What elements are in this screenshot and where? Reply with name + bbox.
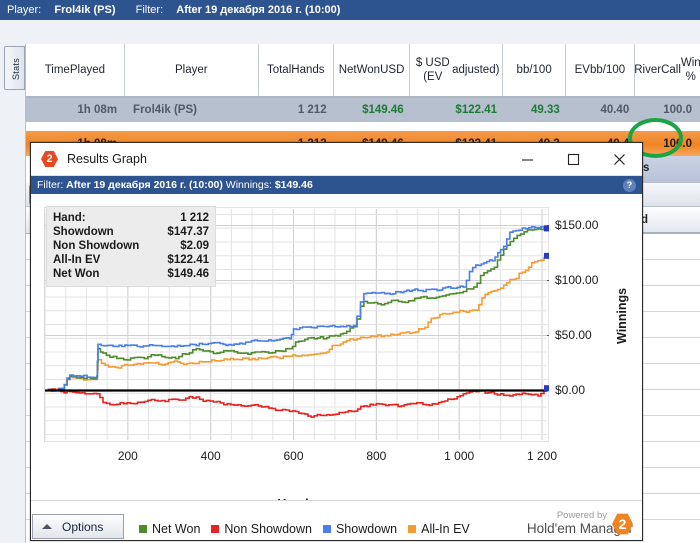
grid-peek-header-text: d <box>637 208 700 233</box>
legend-label: Net Won <box>152 522 201 536</box>
dialog-winnings-label: Winnings: <box>225 179 272 191</box>
stat-key: Showdown <box>53 226 114 238</box>
column-header[interactable]: EV bb/100 <box>566 44 635 96</box>
legend-swatch <box>322 525 331 533</box>
y-axis-tick-label: $50.00 <box>555 327 592 342</box>
brand-block: Powered by Hold'em Manager 2 <box>527 510 633 537</box>
minimize-icon[interactable] <box>504 143 550 176</box>
stat-row: Hand: 1 212 <box>53 211 209 225</box>
stat-value: $149.46 <box>167 268 209 280</box>
chart-legend: Net Won Non Showdown Showdown All-In EV <box>139 522 470 536</box>
y-axis-tick-label: $100.00 <box>555 272 599 287</box>
legend-swatch <box>408 525 417 533</box>
maximize-icon[interactable] <box>550 143 596 176</box>
dialog-filter-value: After 19 декабря 2016 г. (10:00) <box>66 179 223 191</box>
triangle-up-icon <box>42 524 52 529</box>
x-axis-tick-label: 600 <box>283 449 304 463</box>
player-value: Frol4ik (PS) <box>54 4 116 16</box>
cell-total-hands: 1 212 <box>297 104 327 116</box>
grid-row-spacer <box>26 122 700 131</box>
column-header[interactable]: River Call Win % <box>634 57 700 83</box>
x-axis-tick-label: 200 <box>117 449 138 463</box>
legend-item[interactable]: Showdown <box>322 522 398 536</box>
stat-value: $147.37 <box>167 226 209 238</box>
dialog-title-bar[interactable]: 2 Results Graph <box>31 143 642 176</box>
dialog-winnings-value: $149.46 <box>274 179 313 191</box>
app-logo-icon: 2 <box>41 151 58 167</box>
x-axis-tick-label: 1 200 <box>527 449 558 463</box>
chart-stats-box: Hand: 1 212 Showdown $147.37 Non Showdown $2.… <box>46 206 216 287</box>
player-label: Player: <box>7 4 42 16</box>
legend-item[interactable]: Non Showdown <box>211 522 312 536</box>
cell-ev-bb100: 40.40 <box>600 104 630 116</box>
help-icon[interactable]: ? <box>623 179 636 192</box>
column-header[interactable]: bb/100 <box>503 44 566 96</box>
grid-peek-selected-text: s <box>636 154 700 183</box>
stat-row: Non Showdown $2.09 <box>53 239 209 253</box>
annotation-circle <box>628 118 683 158</box>
stat-key: Net Won <box>53 268 100 280</box>
y-axis-label: Winnings <box>615 287 629 344</box>
grid-right-peek: d <box>637 208 700 233</box>
dialog-footer: Options Net Won Non Showdown Showdown All-I… <box>31 500 642 540</box>
options-button[interactable]: Options <box>32 514 124 539</box>
brand-logo-icon: 2 <box>612 513 633 535</box>
x-axis-tick-label: 1 000 <box>444 449 475 463</box>
cell-bb100: 49.33 <box>530 104 560 116</box>
dialog-title: Results Graph <box>67 152 147 166</box>
legend-label: Showdown <box>335 522 398 536</box>
stats-tab-label: Stats <box>11 58 21 81</box>
close-icon[interactable] <box>596 143 642 176</box>
stat-row: All-In EV $122.41 <box>53 253 209 267</box>
legend-item[interactable]: Net Won <box>139 522 200 536</box>
summary-grid-header: Time Played Player Total Hands Net Won USD $ USD… <box>26 44 700 98</box>
stat-row: Net Won $149.46 <box>53 267 209 281</box>
summary-grid: Time Played Player Total Hands Net Won USD $ USD… <box>25 44 700 156</box>
status-strip: Player: Frol4ik (PS) Filter: After 19 де… <box>0 0 700 20</box>
column-header[interactable]: Total Hands <box>259 44 334 96</box>
y-axis-tick-label: $150.00 <box>555 217 599 232</box>
y-axis-tick-label: $0.00 <box>555 382 586 397</box>
column-header[interactable]: Time Played <box>26 44 125 96</box>
stat-value: 1 212 <box>180 212 209 224</box>
legend-label: Non Showdown <box>224 522 312 536</box>
table-row[interactable]: 1h 08m Frol4ik (PS) 1 212 $149.46 $122.4… <box>26 98 700 122</box>
stat-value: $2.09 <box>180 240 209 252</box>
brand-powered-label: Powered by <box>556 510 607 521</box>
column-header[interactable]: $ USD (EV adjusted) <box>410 44 504 96</box>
stat-key: Non Showdown <box>53 240 140 252</box>
dialog-filter-bar: Filter: After 19 декабря 2016 г. (10:00)… <box>31 176 642 194</box>
stat-key: All-In EV <box>53 254 101 266</box>
results-graph-dialog: 2 Results Graph Filter: After 19 декабря… <box>30 142 643 541</box>
window-controls <box>504 143 642 176</box>
cell-usd-ev-adj: $122.41 <box>455 104 497 116</box>
sidebar-item-stats[interactable]: Stats <box>4 46 25 90</box>
dialog-body: $0.00 $50.00 $100.00 $150.00 200 400 600 800 1 … <box>31 194 642 540</box>
filter-value: After 19 декабря 2016 г. (10:00) <box>176 4 341 16</box>
legend-swatch <box>139 525 147 533</box>
x-axis-tick-label: 400 <box>200 449 221 463</box>
column-header[interactable]: Net Won USD <box>334 44 411 96</box>
brand-name: Hold'em Manager <box>526 521 633 536</box>
filter-label: Filter: <box>135 4 164 16</box>
cell-river-call-win: 100.0 <box>663 104 692 116</box>
dialog-filter-label: Filter: <box>37 179 64 191</box>
cell-net-won: $149.46 <box>362 104 404 116</box>
stat-row: Showdown $147.37 <box>53 225 209 239</box>
column-header[interactable]: Player <box>125 44 259 96</box>
cell-player: Frol4ik (PS) <box>133 104 197 116</box>
stat-key: Hand: <box>53 212 86 224</box>
legend-item[interactable]: All-In EV <box>408 522 470 536</box>
cell-time-played: 1h 08m <box>77 104 118 116</box>
options-button-label: Options <box>62 519 104 534</box>
legend-swatch <box>211 525 220 533</box>
x-axis-tick-label: 800 <box>366 449 387 463</box>
legend-label: All-In EV <box>421 522 470 536</box>
stat-value: $122.41 <box>167 254 209 266</box>
chart-stats-table: Hand: 1 212 Showdown $147.37 Non Showdown $2.… <box>53 211 209 281</box>
